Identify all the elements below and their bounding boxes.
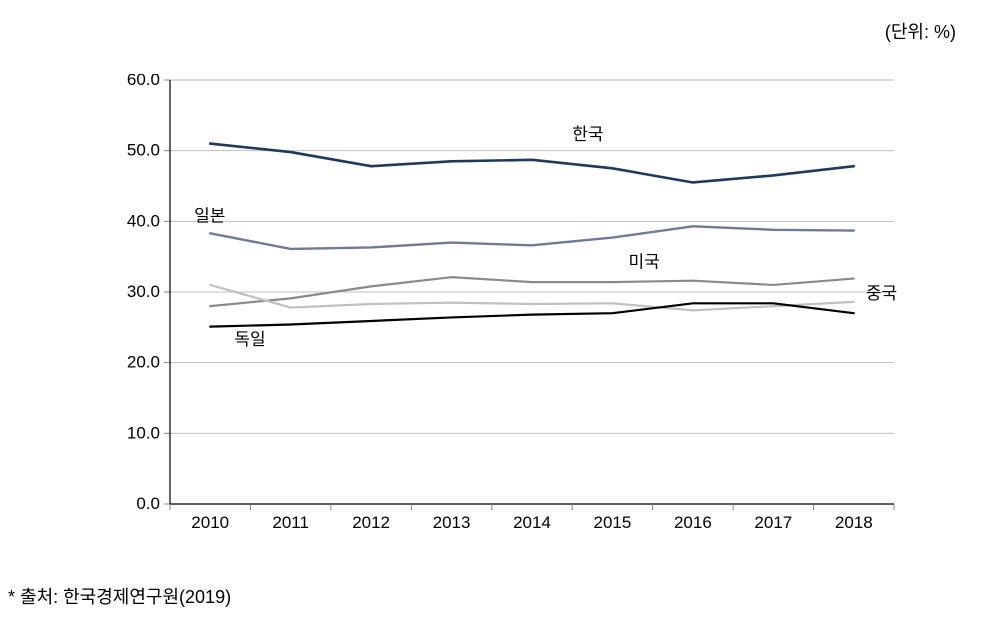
x-tick-label: 2017 [754, 513, 792, 532]
y-tick-label: 50.0 [127, 141, 160, 160]
series-label-일본: 일본 [194, 206, 225, 225]
series-label-중국: 중국 [866, 284, 897, 303]
x-tick-label: 2015 [594, 513, 632, 532]
x-tick-label: 2014 [513, 513, 551, 532]
x-tick-label: 2013 [433, 513, 471, 532]
series-line-일본 [210, 226, 854, 249]
y-tick-label: 0.0 [136, 494, 160, 513]
x-tick-label: 2012 [352, 513, 390, 532]
series-label-미국: 미국 [629, 252, 660, 271]
series-line-중국 [210, 285, 854, 310]
unit-label: (단위: %) [885, 18, 956, 44]
y-tick-label: 40.0 [127, 211, 160, 230]
x-tick-label: 2011 [272, 513, 309, 532]
y-tick-label: 10.0 [127, 423, 160, 442]
x-tick-label: 2010 [191, 513, 229, 532]
x-tick-label: 2018 [835, 513, 873, 532]
series-label-독일: 독일 [234, 330, 265, 349]
series-line-한국 [210, 144, 854, 183]
y-tick-label: 30.0 [127, 282, 160, 301]
y-tick-label: 60.0 [127, 74, 160, 89]
x-tick-label: 2016 [674, 513, 712, 532]
line-chart: 0.0 10.0 20.0 30.0 40.0 50.0 60.0 2010 2011 2012 2… [110, 74, 934, 544]
y-tick-label: 20.0 [127, 353, 160, 372]
series-label-한국: 한국 [572, 125, 603, 144]
source-footnote: * 출처: 한국경제연구원(2019) [8, 583, 231, 609]
page: (단위: %) 0.0 10.0 20.0 30.0 40.0 50.0 60.0 2010 2… [0, 0, 988, 627]
chart-svg: 0.0 10.0 20.0 30.0 40.0 50.0 60.0 2010 2011 2012 2… [110, 74, 934, 544]
